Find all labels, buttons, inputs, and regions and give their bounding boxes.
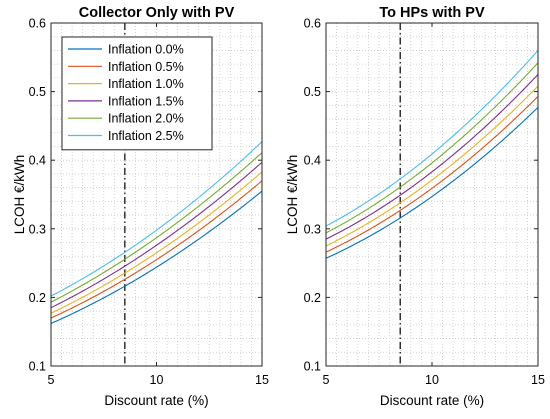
series-line-1	[325, 96, 539, 253]
series-left	[50, 141, 263, 324]
y-tick-label: 0.4	[304, 154, 321, 168]
legend: Inflation 0.0% Inflation 0.5% Inflation 1.…	[61, 36, 213, 151]
y-tick-label: 0.2	[304, 291, 321, 305]
legend-label-3: Inflation 1.5%	[108, 94, 184, 108]
legend-box	[61, 36, 213, 151]
series-line-3	[50, 161, 263, 309]
y-axis-label-left: LCOH €/kWh	[12, 155, 27, 235]
series-right	[325, 50, 539, 259]
series-line-5	[325, 50, 539, 227]
series-line-4	[325, 62, 539, 234]
grid-right	[325, 22, 539, 367]
y-tick-label: 0.1	[304, 360, 321, 374]
x-tick-label: 15	[255, 373, 269, 387]
y-tick-label: 0.5	[29, 85, 46, 99]
y-axis-label-right: LCOH €/kWh	[285, 155, 300, 235]
x-tick-label: 5	[323, 373, 330, 387]
y-tick-label: 0.1	[29, 360, 46, 374]
y-tick-label: 0.6	[29, 17, 46, 31]
x-tick-label: 5	[48, 373, 55, 387]
x-tick-label: 10	[425, 373, 439, 387]
legend-label-1: Inflation 0.5%	[108, 60, 184, 74]
series-line-2	[325, 85, 539, 247]
legend-label-5: Inflation 2.5%	[108, 129, 184, 143]
chart-left: 5 10 15 0.1 0.2 0.3 0.4 0.5 0.6 Collector Only w…	[12, 5, 269, 408]
x-tick-label: 15	[531, 373, 545, 387]
legend-label-2: Inflation 1.0%	[108, 77, 184, 91]
y-tick-label: 0.3	[29, 222, 46, 236]
y-tick-label: 0.4	[29, 154, 46, 168]
series-line-3	[325, 74, 539, 240]
ticks-left: 5 10 15 0.1 0.2 0.3 0.4 0.5 0.6	[29, 17, 269, 388]
chart-title-right: To HPs with PV	[379, 5, 485, 21]
series-line-0	[50, 190, 263, 324]
x-tick-label: 10	[150, 373, 164, 387]
ticks-right: 5 10 15 0.1 0.2 0.3 0.4 0.5 0.6	[304, 17, 545, 388]
series-line-1	[50, 180, 263, 319]
y-tick-label: 0.5	[304, 85, 321, 99]
series-line-5	[50, 141, 263, 297]
y-tick-label: 0.3	[304, 222, 321, 236]
series-line-2	[50, 171, 263, 314]
x-axis-label-right: Discount rate (%)	[380, 393, 484, 408]
chart-title-left: Collector Only with PV	[79, 5, 235, 21]
legend-label-4: Inflation 2.0%	[108, 112, 184, 126]
y-tick-label: 0.2	[29, 291, 46, 305]
series-line-0	[325, 106, 539, 259]
legend-label-0: Inflation 0.0%	[108, 43, 184, 57]
chart-right: 5 10 15 0.1 0.2 0.3 0.4 0.5 0.6 To HPs with PV D…	[285, 5, 545, 408]
x-axis-label-left: Discount rate (%)	[104, 393, 208, 408]
series-line-4	[50, 152, 263, 303]
y-tick-label: 0.6	[304, 17, 321, 31]
